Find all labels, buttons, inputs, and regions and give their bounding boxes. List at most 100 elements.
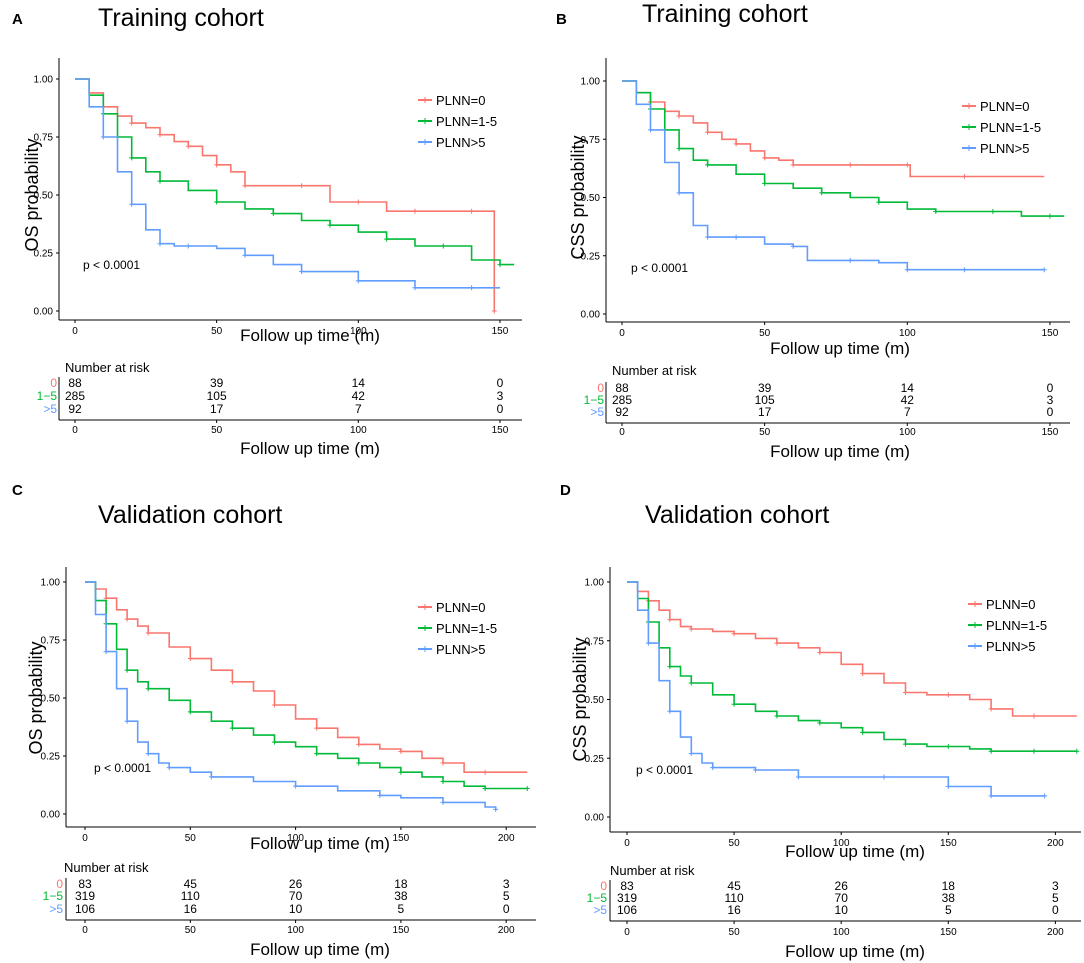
risk-tick-label: 50 xyxy=(185,925,197,936)
risk-count: 18 xyxy=(394,877,408,891)
censor-mark xyxy=(412,208,418,214)
legend-label: PLNN=0 xyxy=(986,597,1036,612)
y-tick-label: 0.75 xyxy=(34,133,54,144)
censor-mark xyxy=(214,199,220,205)
y-tick-label: 0.00 xyxy=(34,307,54,318)
x-tick-label: 150 xyxy=(1042,328,1059,339)
censor-mark xyxy=(229,679,235,685)
y-tick-label: 0.50 xyxy=(581,193,601,204)
panel-letter: D xyxy=(560,482,571,499)
risk-tick-label: 100 xyxy=(899,427,916,438)
x-tick-label: 100 xyxy=(833,838,850,849)
censor-mark xyxy=(299,269,305,275)
risk-group-label: 1−5 xyxy=(37,389,58,403)
censor-mark xyxy=(1074,748,1080,754)
risk-tick-label: 100 xyxy=(833,927,850,938)
risk-count: 70 xyxy=(835,891,849,905)
x-tick-label: 150 xyxy=(393,833,410,844)
km-curve-1 xyxy=(627,581,1077,752)
censor-mark xyxy=(314,751,320,757)
risk-count: 16 xyxy=(727,903,741,917)
legend-swatch-mark xyxy=(966,103,972,109)
censor-mark xyxy=(129,155,135,161)
y-tick-label: 0.25 xyxy=(34,249,54,260)
censor-mark xyxy=(145,751,151,757)
y-tick-label: 0.50 xyxy=(41,694,61,705)
censor-mark xyxy=(762,181,768,187)
y-tick-label: 0.75 xyxy=(585,636,605,647)
censor-mark xyxy=(847,162,853,168)
x-tick-label: 100 xyxy=(899,328,916,339)
censor-mark xyxy=(667,708,673,714)
risk-count: 45 xyxy=(727,879,741,893)
legend-label: PLNN=1-5 xyxy=(436,114,497,129)
risk-count: 26 xyxy=(289,877,303,891)
censor-mark xyxy=(491,308,497,314)
x-tick-label: 0 xyxy=(82,833,88,844)
censor-mark xyxy=(774,640,780,646)
risk-count: 88 xyxy=(68,376,82,390)
censor-mark xyxy=(688,751,694,757)
censor-mark xyxy=(847,257,853,263)
legend-label: PLNN=0 xyxy=(436,600,486,615)
risk-tick-label: 0 xyxy=(82,925,88,936)
legend-swatch-mark xyxy=(972,622,978,628)
risk-count: 110 xyxy=(181,889,200,903)
legend-label: PLNN>5 xyxy=(980,141,1030,156)
censor-mark xyxy=(988,793,994,799)
risk-count: 5 xyxy=(945,903,952,917)
risk-tick-label: 150 xyxy=(393,925,410,936)
censor-mark xyxy=(377,792,383,798)
censor-mark xyxy=(270,211,276,217)
censor-mark xyxy=(819,190,825,196)
risk-table-title: Number at risk xyxy=(610,863,695,878)
censor-mark xyxy=(440,243,446,249)
censor-mark xyxy=(166,765,172,771)
censor-mark xyxy=(774,713,780,719)
risk-count: 18 xyxy=(942,879,956,893)
censor-mark xyxy=(676,146,682,152)
censor-mark xyxy=(327,222,333,228)
censor-mark xyxy=(384,236,390,242)
km-curve-2 xyxy=(85,581,497,810)
x-tick-label: 150 xyxy=(492,326,509,337)
x-tick-label: 50 xyxy=(185,833,197,844)
risk-tick-label: 100 xyxy=(350,425,367,436)
censor-mark xyxy=(299,183,305,189)
legend-swatch-mark xyxy=(422,646,428,652)
risk-count: 38 xyxy=(394,889,408,903)
censor-mark xyxy=(185,143,191,149)
risk-count: 17 xyxy=(758,405,772,419)
censor-mark xyxy=(688,626,694,632)
censor-mark xyxy=(356,760,362,766)
risk-count: 3 xyxy=(1052,879,1059,893)
legend-swatch-mark xyxy=(422,118,428,124)
risk-count: 106 xyxy=(75,902,95,916)
censor-mark xyxy=(1042,793,1048,799)
risk-count: 7 xyxy=(904,405,911,419)
censor-mark xyxy=(990,208,996,214)
risk-count: 5 xyxy=(1052,891,1059,905)
censor-mark xyxy=(904,267,910,273)
censor-mark xyxy=(100,134,106,140)
risk-count: 10 xyxy=(289,902,303,916)
censor-mark xyxy=(314,725,320,731)
risk-count: 0 xyxy=(497,402,504,416)
risk-table-title: Number at risk xyxy=(612,363,697,378)
censor-mark xyxy=(945,744,951,749)
censor-mark xyxy=(185,243,191,249)
y-tick-label: 1.00 xyxy=(41,578,61,589)
risk-count: 105 xyxy=(207,389,227,403)
risk-count: 92 xyxy=(68,402,82,416)
censor-mark xyxy=(356,741,362,747)
risk-count: 16 xyxy=(184,902,198,916)
censor-mark xyxy=(293,783,299,789)
censor-mark xyxy=(790,243,796,249)
x-tick-label: 150 xyxy=(940,838,957,849)
risk-count: 42 xyxy=(901,393,915,407)
risk-count: 105 xyxy=(755,393,775,407)
risk-x-axis-title: Follow up time (m) xyxy=(770,442,910,461)
